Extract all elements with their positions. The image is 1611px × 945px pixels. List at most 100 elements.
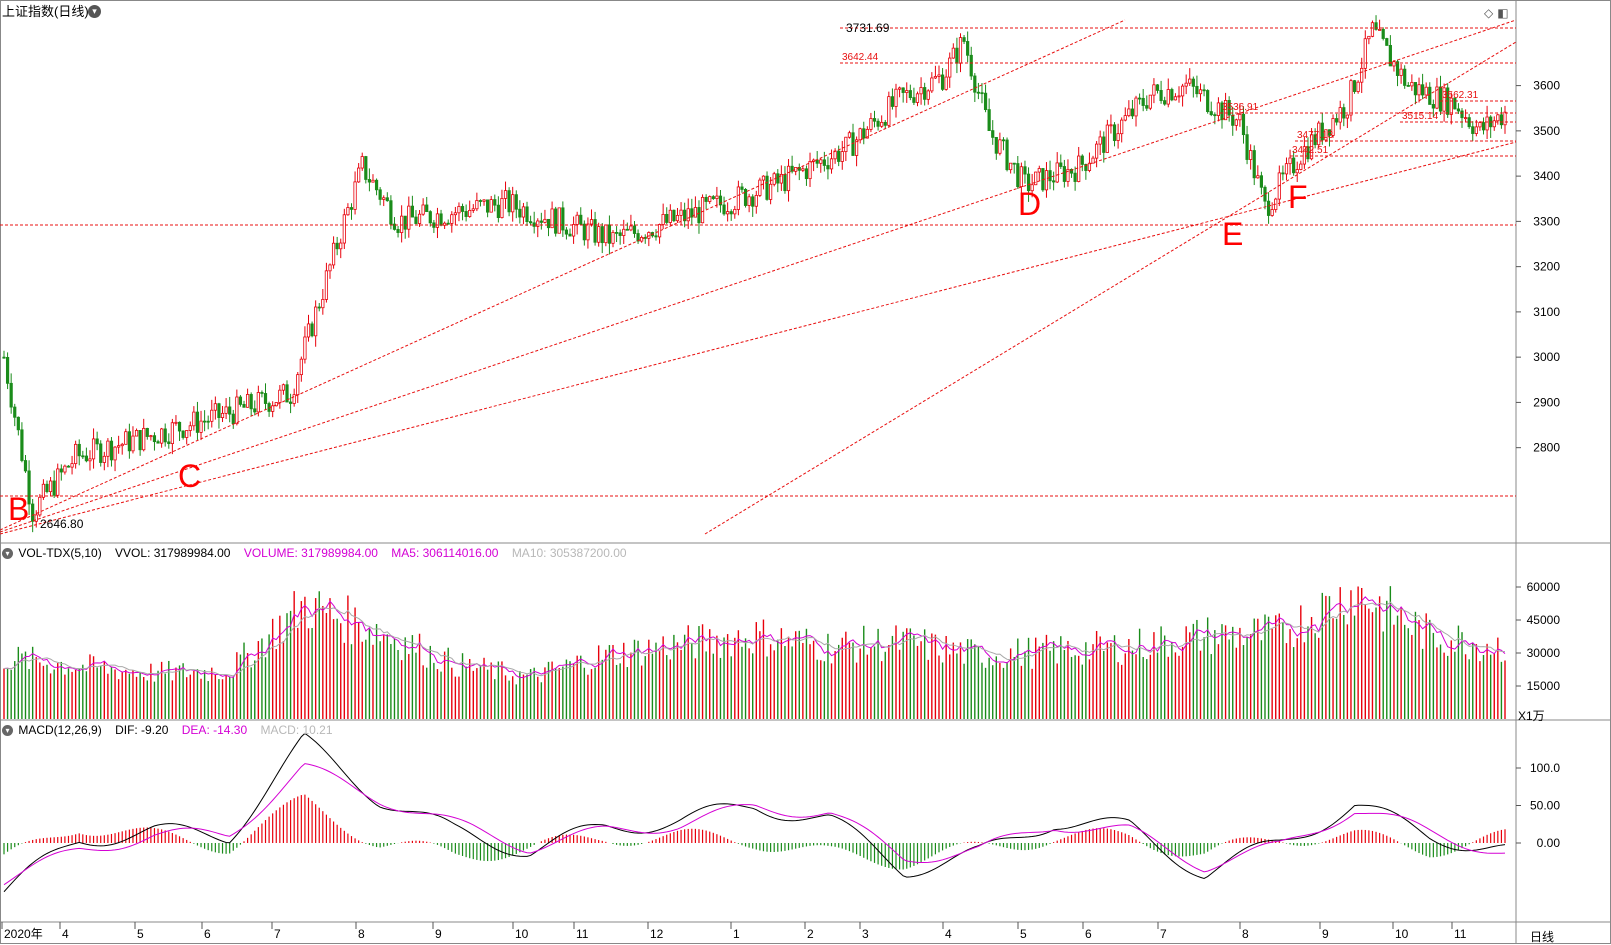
candle-body (471, 208, 475, 211)
candle-body (389, 200, 393, 225)
candle-body (575, 214, 579, 225)
candle-body (998, 139, 1002, 154)
candle-body (167, 441, 171, 444)
candle-body (281, 384, 286, 391)
candle-body (1238, 113, 1242, 121)
candle-body (9, 382, 13, 408)
candle-body (1460, 110, 1464, 119)
window-icon[interactable]: ◧ (1497, 6, 1509, 20)
candle-body (120, 443, 124, 447)
candle-body (661, 213, 665, 225)
candle-body (1481, 122, 1486, 131)
candle-body (1202, 89, 1206, 92)
candle-body (958, 37, 963, 64)
candle-body (815, 159, 819, 164)
candle-body (228, 406, 232, 415)
candle-body (1188, 78, 1192, 84)
time-tick-label: 9 (435, 927, 442, 941)
candle-body (769, 183, 773, 200)
chevron-down-icon[interactable]: ▾ (2, 548, 13, 560)
window-controls[interactable]: ◇ ◧ (1484, 6, 1513, 20)
candle-body (969, 54, 973, 77)
candle-body (134, 430, 139, 437)
candle-body (16, 416, 20, 431)
diamond-icon[interactable]: ◇ (1484, 6, 1494, 20)
volume-indicator-name[interactable]: VOL-TDX(5,10) (18, 546, 102, 560)
time-tick-label: 2020年 (4, 927, 43, 941)
candle-body (561, 207, 565, 231)
candle-body (589, 219, 594, 225)
macd-indicator-name[interactable]: MACD(12,26,9) (18, 723, 102, 737)
candle-body (274, 402, 278, 407)
candle-body (1403, 68, 1407, 86)
candle-body (1417, 84, 1421, 96)
candle-body (994, 136, 998, 154)
candle-body (278, 389, 282, 403)
candle-body (1055, 162, 1059, 183)
candle-body (1363, 38, 1367, 69)
candle-body (1034, 171, 1038, 186)
candle-body (296, 374, 300, 396)
candle-body (367, 179, 371, 183)
candle-body (446, 222, 450, 225)
candle-body (1381, 29, 1385, 39)
candle-body (1048, 170, 1052, 182)
candle-body (923, 87, 927, 100)
candle-body (521, 206, 526, 218)
candle-body (1173, 96, 1178, 101)
candle-body (897, 87, 902, 90)
candle-body (822, 159, 826, 166)
chevron-down-icon[interactable]: ▾ (88, 5, 101, 18)
candle-body (611, 232, 615, 244)
candle-body (1499, 114, 1504, 126)
time-tick-label: 8 (358, 927, 365, 941)
candle-body (435, 213, 440, 228)
candle-body (410, 205, 414, 218)
candle-body (188, 425, 192, 431)
candle-body (285, 384, 289, 403)
trend-line (0, 19, 1126, 531)
candle-body (1349, 80, 1353, 116)
candle-body (482, 199, 486, 202)
candle-body (34, 514, 38, 522)
candle-body (74, 443, 78, 465)
candle-body (493, 199, 497, 206)
candle-body (357, 167, 361, 183)
candle-body (1410, 82, 1414, 87)
candle-body (1102, 136, 1106, 153)
candle-body (1413, 82, 1418, 96)
candle-body (697, 207, 701, 224)
candle-body (403, 215, 407, 230)
candle-body (310, 323, 314, 337)
candle-body (1105, 124, 1109, 153)
candle-body (1456, 108, 1461, 112)
candle-body (955, 47, 959, 64)
candle-body (1338, 107, 1342, 123)
candle-body (335, 242, 339, 250)
candle-body (106, 440, 110, 457)
candle-body (1360, 67, 1364, 83)
candle-body (417, 213, 422, 224)
candle-body (163, 428, 167, 443)
candle-body (564, 229, 569, 235)
candle-body (1313, 134, 1317, 146)
candle-body (1145, 105, 1149, 109)
period-button[interactable]: 日线 (1530, 930, 1555, 944)
candle-body (1016, 163, 1020, 188)
candle-body (729, 211, 733, 215)
candle-body (1485, 116, 1489, 131)
candle-body (1252, 150, 1256, 179)
candle-body (63, 465, 67, 473)
price-tick-label: 3200 (1533, 260, 1560, 274)
candle-body (700, 196, 705, 224)
time-tick-label: 7 (274, 927, 281, 941)
candle-body (314, 306, 318, 337)
candle-body (1438, 86, 1443, 112)
candle-body (160, 428, 164, 444)
candle-body (460, 206, 465, 212)
chevron-down-icon[interactable]: ▾ (2, 725, 13, 737)
candle-body (1077, 155, 1081, 182)
candle-body (854, 139, 859, 156)
candle-body (1001, 139, 1006, 142)
